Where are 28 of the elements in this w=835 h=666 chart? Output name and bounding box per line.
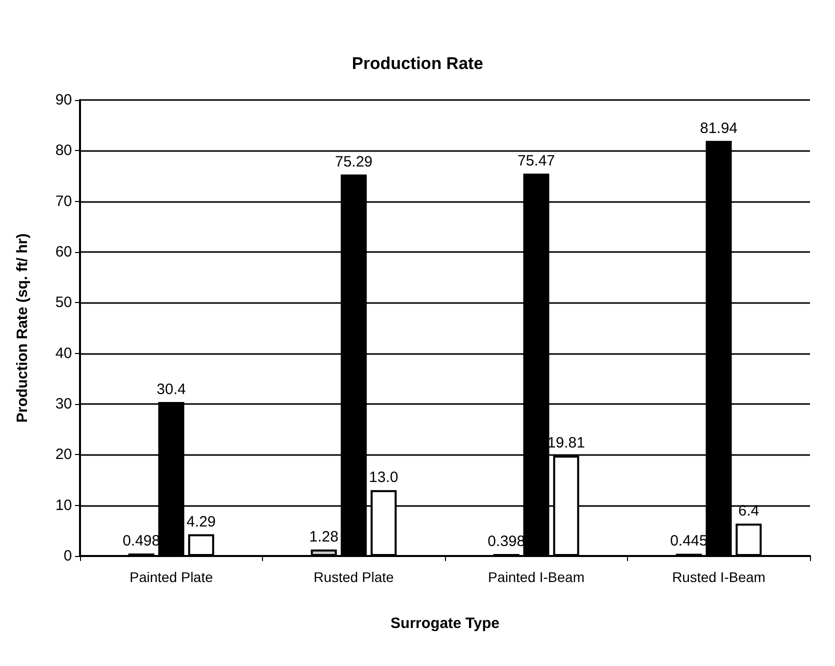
x-tick-label: Rusted I-Beam	[672, 569, 766, 585]
data-label: 75.29	[334, 154, 373, 171]
x-tick-label: Painted I-Beam	[488, 569, 584, 585]
data-label: 13.0	[369, 469, 398, 486]
chart-title: Production Rate	[352, 54, 484, 73]
data-label: 81.94	[700, 120, 738, 137]
x-tick-label: Painted Plate	[130, 569, 214, 585]
y-tick-label: 10	[55, 496, 72, 514]
y-tick-label: 50	[55, 294, 72, 312]
y-tick-label: 20	[55, 446, 72, 464]
data-label: 30.4	[156, 380, 186, 398]
data-label: 0.498	[122, 532, 160, 550]
x-axis-title: Surrogate Type	[390, 615, 500, 632]
y-tick-label: 0	[64, 548, 72, 564]
y-axis-title: Production Rate (sq. ft/ hr)	[14, 233, 31, 423]
y-tick-label: 90	[55, 92, 72, 108]
data-label: 1.28	[309, 528, 338, 546]
y-tick-label: 80	[55, 142, 72, 160]
y-tick-label: 30	[55, 396, 72, 412]
data-label: 4.29	[186, 513, 216, 530]
y-tick-label: 40	[55, 344, 72, 362]
x-tick-label: Rusted Plate	[314, 569, 394, 585]
y-tick-label: 60	[55, 244, 72, 260]
data-label: 19.81	[547, 434, 585, 452]
y-tick-label: 70	[55, 192, 72, 210]
data-label: 75.47	[517, 152, 556, 170]
data-label: 0.398	[488, 532, 526, 550]
data-label: 0.445	[670, 532, 708, 550]
